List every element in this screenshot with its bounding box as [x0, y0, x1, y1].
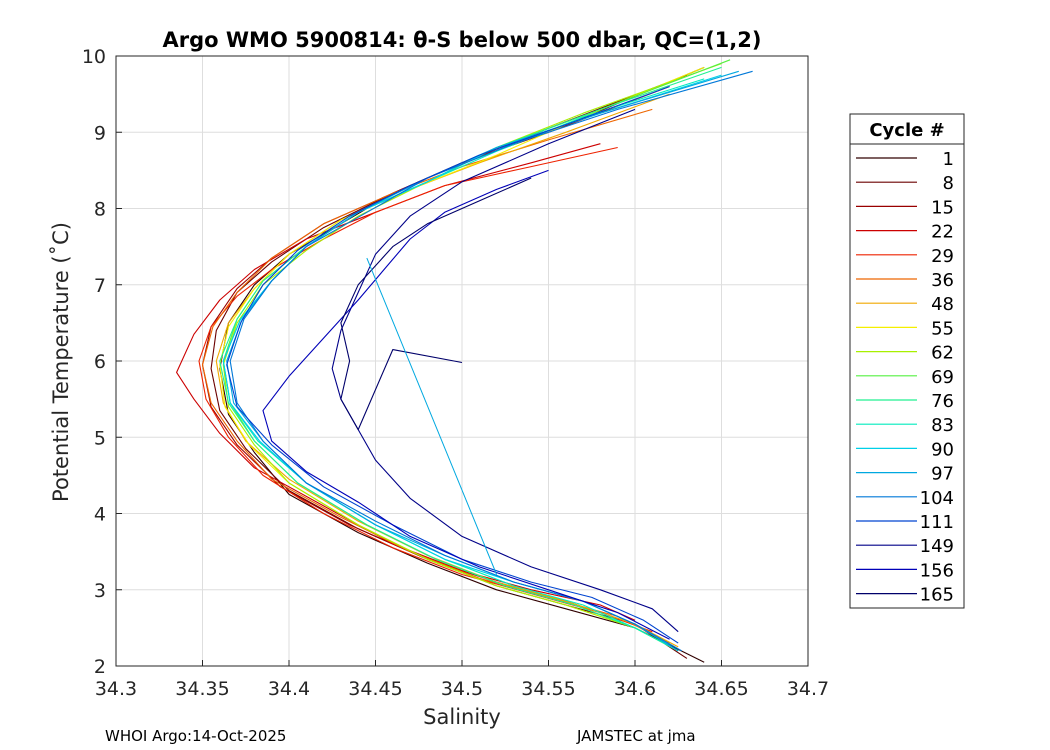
x-tick-label: 34.7	[787, 678, 829, 700]
legend-entries: 1 8 15 22 29 36 48 55 62 69 76 83 90 97 104 111 149 156 16…	[856, 149, 954, 606]
legend-box	[849, 113, 965, 609]
y-tick-label: 8	[94, 199, 106, 221]
legend-label: 149	[920, 536, 954, 557]
footer-right: JAMSTEC at jma	[576, 727, 696, 745]
legend-label: 156	[920, 560, 954, 581]
legend-label: 62	[931, 343, 954, 364]
tick-labels: 34.3 34.35 34.4 34.45 34.5 34.55 34.6 34.65 34.7…	[82, 46, 829, 700]
x-axis-label: Salinity	[423, 705, 501, 729]
legend-label: 165	[920, 585, 954, 606]
series-line-cycle-111	[226, 85, 679, 644]
series-layer	[176, 59, 753, 663]
y-tick-label: 4	[94, 504, 106, 526]
chart-title: Argo WMO 5900814: θ-S below 500 dbar, QC…	[163, 28, 762, 52]
y-tick-label: 9	[94, 122, 106, 144]
legend-label: 76	[931, 391, 954, 412]
series-line-cycle-29	[198, 146, 653, 633]
y-tick-label: 6	[94, 351, 106, 373]
x-tick-label: 34.55	[521, 678, 575, 700]
legend-title: Cycle #	[869, 120, 944, 141]
legend-label: 104	[920, 488, 954, 509]
legend-label: 15	[931, 197, 954, 218]
footer-left: WHOI Argo:14-Oct-2025	[105, 727, 286, 745]
legend-label: 97	[931, 464, 954, 485]
legend-label: 29	[931, 246, 954, 267]
legend: Cycle # 1 8 15 22 29 36 48 55 62 69 76 83 90 97 104 111…	[849, 113, 965, 609]
x-tick-label: 34.5	[441, 678, 483, 700]
series-line-cycle-156	[262, 169, 670, 640]
y-tick-label: 5	[94, 427, 106, 449]
legend-label: 1	[943, 149, 954, 170]
x-tick-label: 34.65	[694, 678, 748, 700]
annotation-segment	[366, 257, 498, 575]
legend-label: 90	[931, 439, 954, 460]
legend-label: 36	[931, 270, 954, 291]
x-tick-label: 34.45	[348, 678, 402, 700]
legend-label: 8	[943, 173, 954, 194]
series-line-cycle-104	[229, 70, 753, 652]
x-tick-label: 34.3	[95, 678, 137, 700]
x-tick-label: 34.6	[614, 678, 656, 700]
y-tick-label: 10	[82, 46, 106, 68]
legend-label: 69	[931, 367, 954, 388]
series-line-cycle-165	[340, 177, 532, 431]
y-tick-label: 7	[94, 275, 106, 297]
legend-label: 48	[931, 294, 954, 315]
x-tick-label: 34.4	[268, 678, 310, 700]
legend-label: 111	[920, 512, 954, 533]
y-tick-label: 3	[94, 580, 106, 602]
x-tick-label: 34.35	[175, 678, 229, 700]
legend-label: 83	[931, 415, 954, 436]
y-tick-label: 2	[94, 656, 106, 678]
y-axis-label: Potential Temperature (˚C)	[49, 222, 73, 502]
legend-label: 55	[931, 318, 954, 339]
legend-label: 22	[931, 222, 954, 243]
